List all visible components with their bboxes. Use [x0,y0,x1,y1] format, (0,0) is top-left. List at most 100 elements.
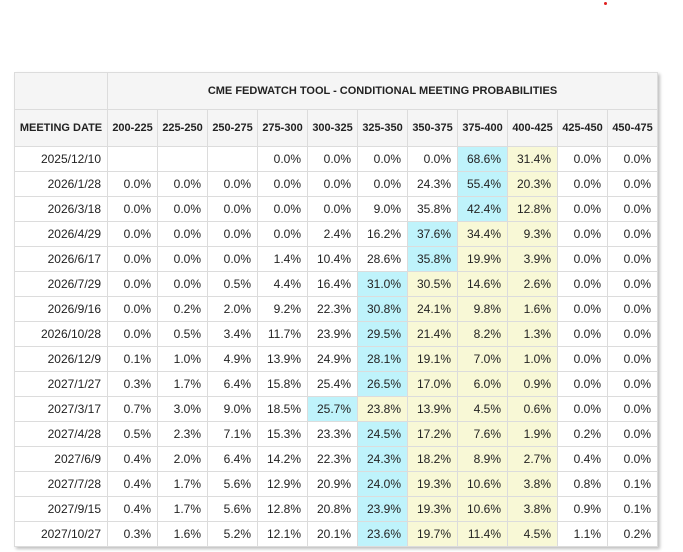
probability-cell: 1.1% [557,521,608,547]
probability-cell: 18.2% [407,446,458,472]
probability-cell: 1.0% [507,346,558,372]
meeting-date-cell: 2026/7/29 [14,271,108,297]
probability-cell: 7.0% [457,346,508,372]
probability-cell: 0.3% [107,521,158,547]
probability-cell: 20.9% [307,471,358,497]
probability-cell: 0.0% [107,221,158,247]
rate-range-header: 325-350 [357,109,408,147]
probability-cell: 31.0% [357,271,408,297]
probability-cell: 5.6% [207,496,258,522]
probability-cell: 2.7% [507,446,558,472]
probability-cell: 0.0% [157,221,208,247]
probabilities-table: CME FEDWATCH TOOL - CONDITIONAL MEETING … [14,72,658,547]
probability-cell: 24.3% [407,171,458,197]
probability-cell: 0.7% [107,396,158,422]
probability-cell: 0.3% [107,371,158,397]
probability-cell: 35.8% [407,246,458,272]
probability-cell: 0.0% [557,146,608,172]
probability-cell: 0.0% [207,221,258,247]
table-row: 2027/10/27 0.3% 1.6% 5.2% 12.1% 20.1% 23.6% 19.… [14,521,658,547]
probability-cell: 0.0% [607,146,658,172]
probability-cell: 0.0% [157,246,208,272]
probability-cell [207,146,258,172]
probability-cell: 25.7% [307,396,358,422]
meeting-date-cell: 2026/3/18 [14,196,108,222]
meeting-date-cell: 2026/6/17 [14,246,108,272]
probability-cell: 14.2% [257,446,308,472]
probability-cell: 0.0% [157,171,208,197]
probability-cell: 19.3% [407,496,458,522]
title-row: CME FEDWATCH TOOL - CONDITIONAL MEETING … [14,72,658,110]
probability-cell: 3.4% [207,321,258,347]
table-row: 2027/9/15 0.4% 1.7% 5.6% 12.8% 20.8% 23.9% 19.3… [14,496,658,522]
probability-cell: 18.5% [257,396,308,422]
probability-cell: 24.3% [357,446,408,472]
rate-range-header: 400-425 [507,109,558,147]
probability-cell: 9.0% [207,396,258,422]
rate-range-header: 200-225 [107,109,158,147]
probability-cell: 24.5% [357,421,408,447]
table-row: 2026/3/18 0.0% 0.0% 0.0% 0.0% 0.0% 9.0% 35.8% 42… [14,196,658,222]
probability-cell: 22.3% [307,446,358,472]
table-body: 2025/12/10 0.0% 0.0% 0.0% 0.0% 68.6% 31.4% 0.0%… [14,146,658,547]
probability-cell: 0.1% [607,471,658,497]
meeting-date-cell: 2026/12/9 [14,346,108,372]
probability-cell: 0.0% [557,371,608,397]
probability-cell: 0.0% [557,296,608,322]
probability-cell: 24.9% [307,346,358,372]
meeting-date-cell: 2027/9/15 [14,496,108,522]
probability-cell: 0.0% [257,146,308,172]
probability-cell: 6.0% [457,371,508,397]
probability-cell: 15.8% [257,371,308,397]
table-row: 2027/4/28 0.5% 2.3% 7.1% 15.3% 23.3% 24.5% 17.2… [14,421,658,447]
probability-cell: 0.2% [157,296,208,322]
probability-cell: 2.0% [157,446,208,472]
probability-cell: 0.4% [557,446,608,472]
probability-cell: 8.2% [457,321,508,347]
probability-cell: 0.0% [307,146,358,172]
probability-cell: 35.8% [407,196,458,222]
probability-cell: 2.6% [507,271,558,297]
probability-cell: 26.5% [357,371,408,397]
table-row: 2026/7/29 0.0% 0.0% 0.5% 4.4% 16.4% 31.0% 30.5%… [14,271,658,297]
probability-cell: 0.0% [607,246,658,272]
probability-cell: 10.4% [307,246,358,272]
probability-cell: 0.6% [507,396,558,422]
table-row: 2026/12/9 0.1% 1.0% 4.9% 13.9% 24.9% 28.1% 19.1… [14,346,658,372]
probability-cell: 10.6% [457,496,508,522]
meeting-date-cell: 2027/6/9 [14,446,108,472]
meeting-date-cell: 2027/3/17 [14,396,108,422]
table-row: 2027/7/28 0.4% 1.7% 5.6% 12.9% 20.9% 24.0% 19.3… [14,471,658,497]
probability-cell: 0.0% [107,171,158,197]
probability-cell: 0.0% [607,171,658,197]
probability-cell: 19.1% [407,346,458,372]
meeting-date-cell: 2026/4/29 [14,221,108,247]
probability-cell: 19.3% [407,471,458,497]
rate-range-header: 225-250 [157,109,208,147]
probability-cell: 20.8% [307,496,358,522]
probability-cell: 1.9% [507,421,558,447]
probability-cell: 9.2% [257,296,308,322]
red-dot-indicator [604,2,607,5]
rate-range-header: 250-275 [207,109,258,147]
probability-cell: 12.8% [257,496,308,522]
probability-cell: 17.2% [407,421,458,447]
probability-cell: 28.6% [357,246,408,272]
table-row: 2026/9/16 0.0% 0.2% 2.0% 9.2% 22.3% 30.8% 24.1%… [14,296,658,322]
meeting-date-cell: 2026/9/16 [14,296,108,322]
probability-cell: 1.7% [157,471,208,497]
probability-cell: 29.5% [357,321,408,347]
header-row: MEETING DATE 200-225 225-250 250-275 275-30… [14,109,658,147]
probability-cell: 68.6% [457,146,508,172]
meeting-date-cell: 2027/4/28 [14,421,108,447]
probability-cell: 0.5% [107,421,158,447]
probability-cell: 15.3% [257,421,308,447]
probability-cell: 0.5% [207,271,258,297]
table-row: 2027/1/27 0.3% 1.7% 6.4% 15.8% 25.4% 26.5% 17.0… [14,371,658,397]
rate-range-header: 350-375 [407,109,458,147]
probability-cell: 12.9% [257,471,308,497]
table-row: 2026/6/17 0.0% 0.0% 0.0% 1.4% 10.4% 28.6% 35.8%… [14,246,658,272]
probability-cell: 1.6% [507,296,558,322]
probability-cell: 19.7% [407,521,458,547]
probability-cell: 0.0% [257,221,308,247]
